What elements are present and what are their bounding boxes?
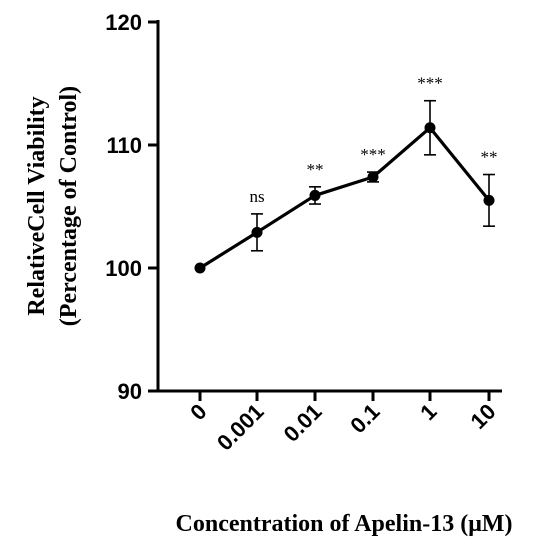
significance-label: ** — [481, 148, 498, 167]
x-tick-label: 0 — [185, 399, 211, 425]
y-axis-title-line-2: (Percentage of Control) — [56, 86, 82, 326]
significance-label: ns — [249, 187, 264, 206]
x-tick-label: 0.001 — [212, 399, 269, 456]
data-point — [309, 189, 321, 201]
y-tick-label: 90 — [118, 379, 142, 404]
x-axis-title: Concentration of Apelin-13 (μM) — [176, 511, 513, 537]
series-line — [199, 126, 491, 270]
y-axis-title-line-1: RelativeCell Viability — [24, 96, 50, 315]
data-point — [367, 171, 379, 183]
data-point — [251, 226, 263, 238]
data-point — [483, 194, 495, 206]
plot-area: ns********** — [194, 74, 498, 274]
x-tick-label: 0.1 — [345, 399, 384, 438]
x-ticks: 0 0.001 0.01 0.1 1 10 — [185, 391, 501, 456]
significance-label: *** — [360, 145, 386, 164]
y-ticks: 90 100 110 120 — [105, 10, 158, 404]
x-tick-label: 0.01 — [279, 399, 327, 447]
significance-label: ** — [307, 160, 324, 179]
y-tick-label: 120 — [105, 10, 142, 35]
x-tick-label: 10 — [466, 399, 501, 434]
y-axis: 90 100 110 120 — [105, 10, 160, 404]
significance-label: *** — [417, 74, 443, 93]
x-tick-label: 1 — [415, 399, 441, 425]
x-axis: 0 0.001 0.01 0.1 1 10 — [158, 389, 502, 456]
y-tick-label: 110 — [107, 133, 143, 158]
y-tick-label: 100 — [105, 256, 142, 281]
data-point — [424, 122, 436, 134]
data-point — [194, 262, 206, 274]
